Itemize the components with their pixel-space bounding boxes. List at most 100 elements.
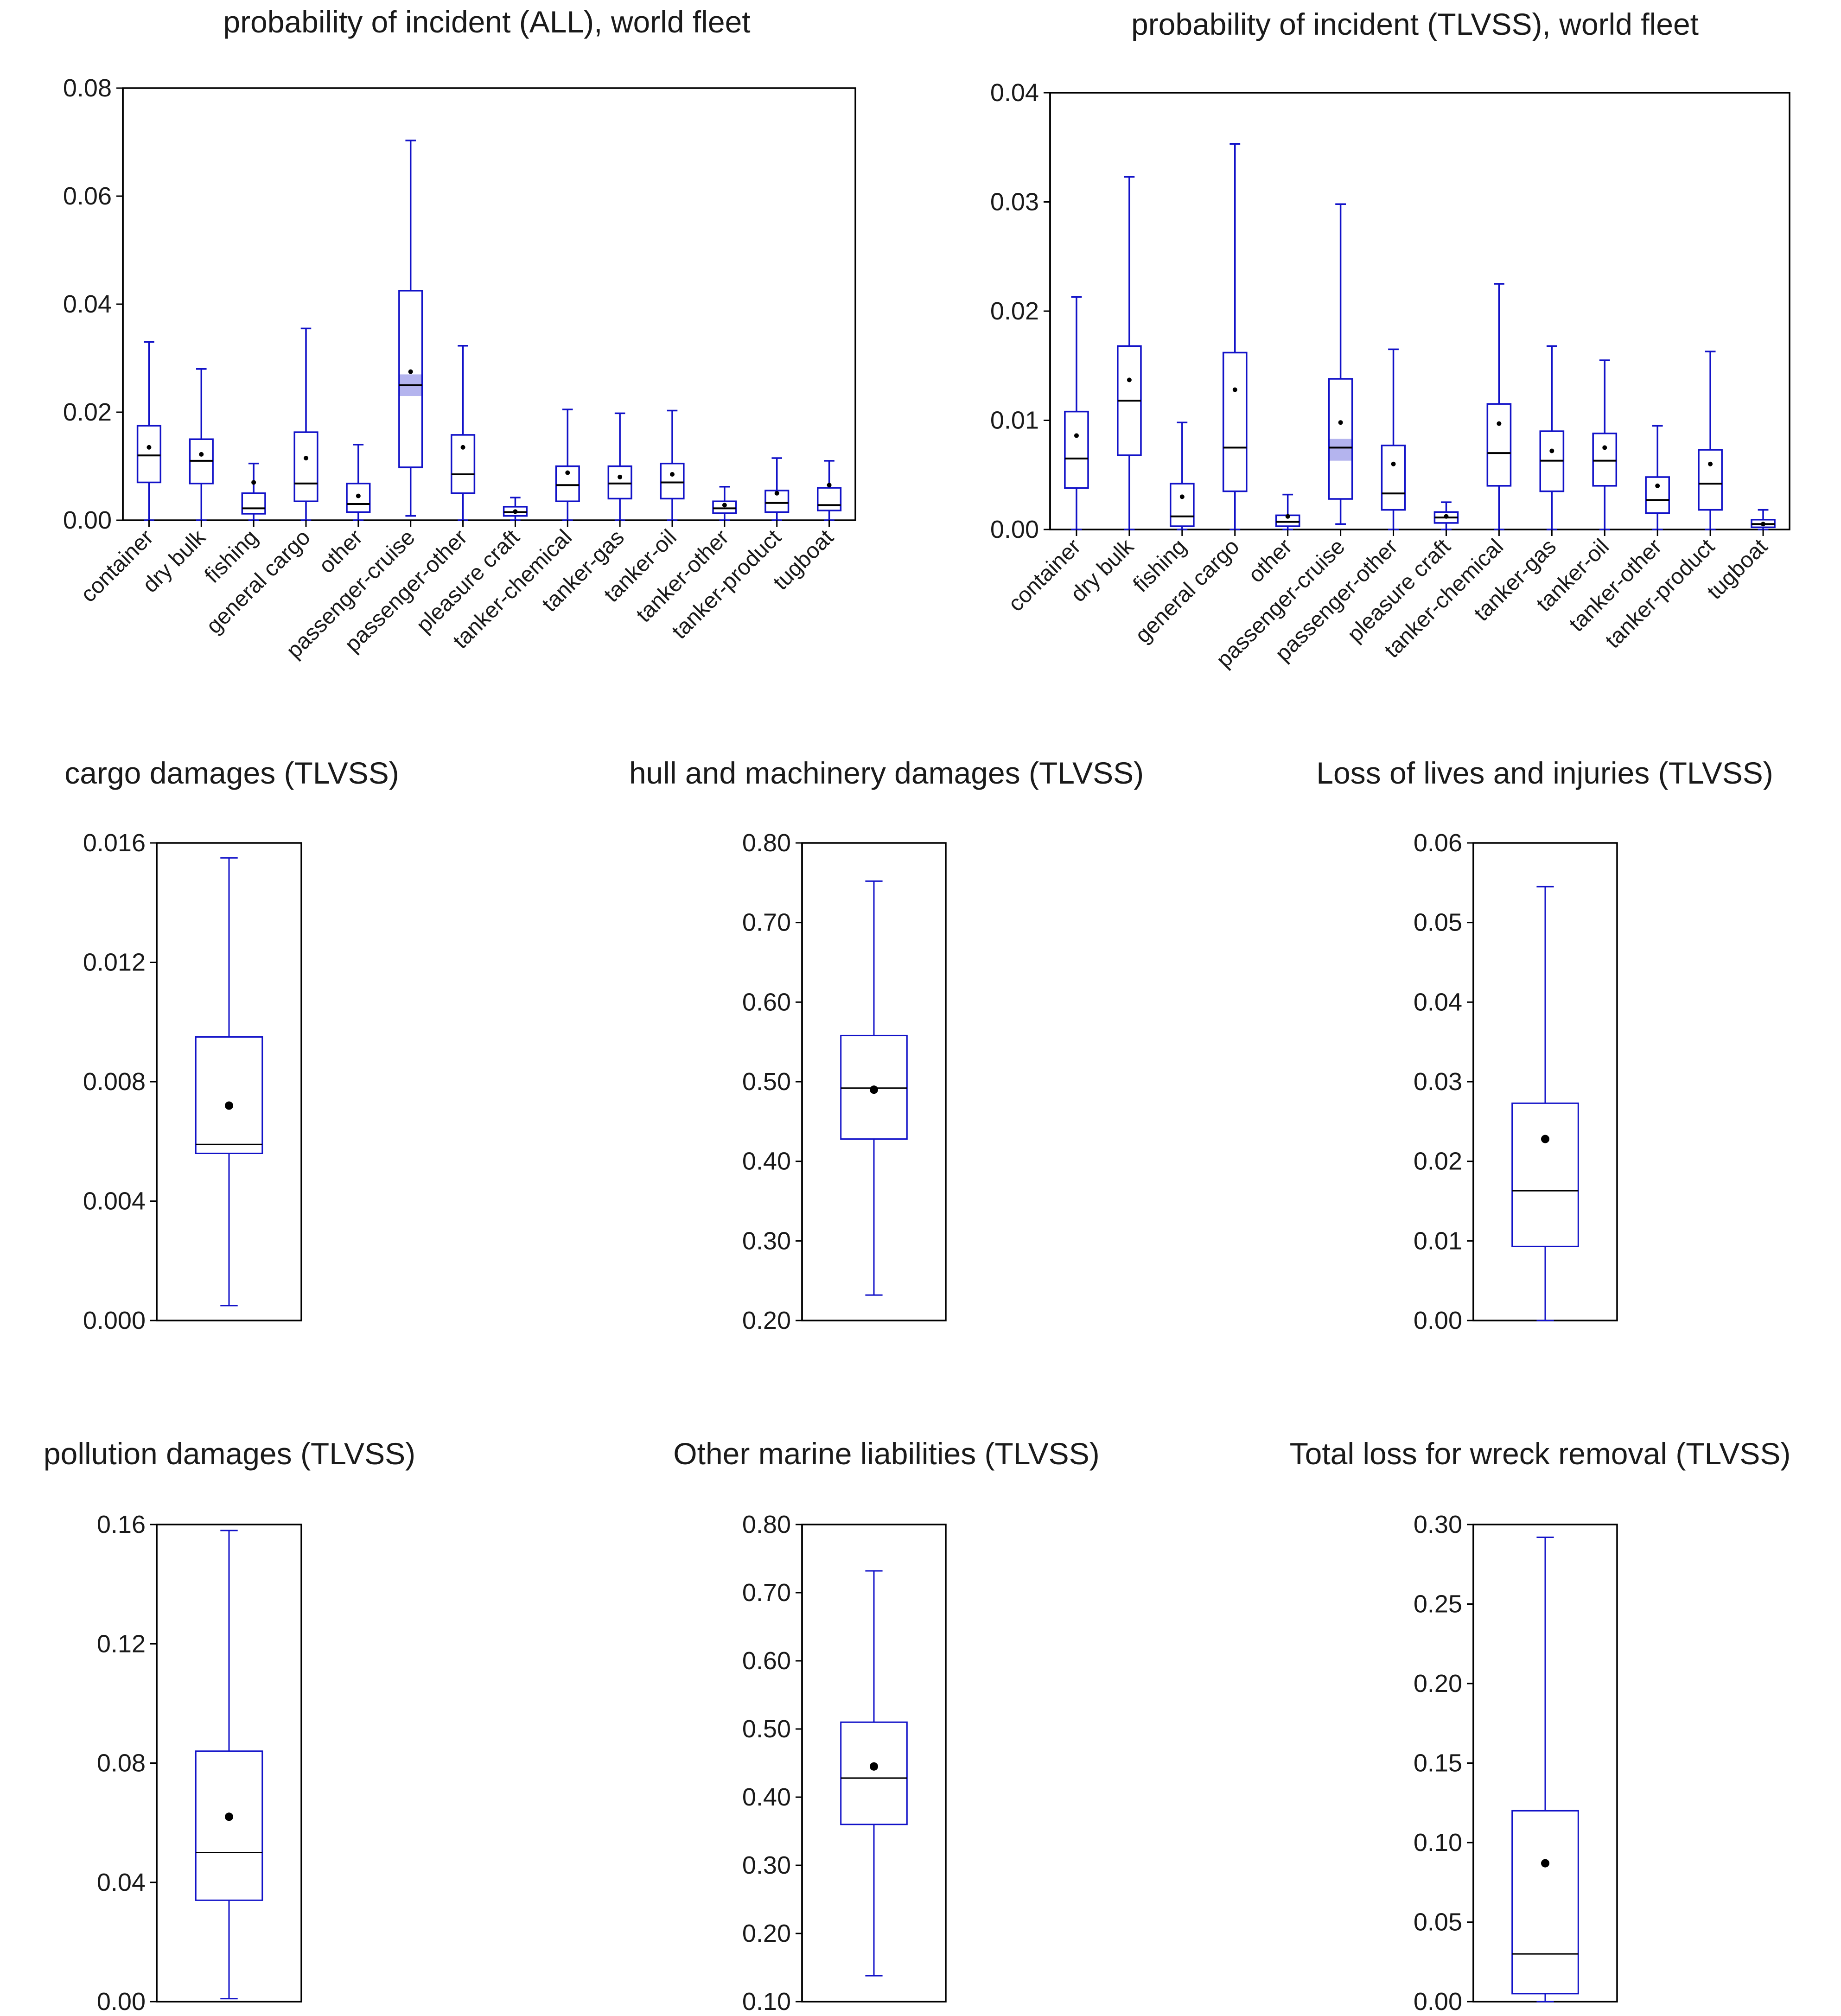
- box-container[interactable]: [1064, 296, 1089, 530]
- chart-4: hull and machinery damages (TLVSS) 0.20 0.…: [629, 756, 1144, 1334]
- chart-title: Loss of lives and injuries (TLVSS): [1316, 756, 1773, 790]
- y-tick-label: 0.50: [742, 1068, 791, 1096]
- y-tick-label: 0.15: [1414, 1749, 1462, 1777]
- iqr-box: [764, 490, 790, 513]
- mean-marker: [722, 503, 727, 508]
- box-other[interactable]: [1275, 493, 1300, 530]
- y-tick-label: 0.80: [742, 1511, 791, 1538]
- box-tanker-chemical[interactable]: [555, 408, 580, 521]
- y-tick-label: 0.60: [742, 988, 791, 1016]
- box-passenger-cruise[interactable]: [398, 140, 423, 517]
- iqr-box: [1222, 351, 1248, 492]
- box-general-cargo[interactable]: [293, 327, 319, 521]
- y-tick-label: 0.80: [742, 829, 791, 857]
- mean-marker: [513, 509, 518, 514]
- mean-marker: [1541, 1135, 1549, 1143]
- y-tick-label: 0.20: [742, 1307, 791, 1334]
- box-passenger-other[interactable]: [1381, 348, 1406, 530]
- y-tick-label: 0.008: [83, 1068, 146, 1096]
- mean-marker: [199, 452, 204, 457]
- box-hull-and-machinery-damages[interactable]: [840, 880, 908, 1296]
- mean-marker: [1127, 377, 1132, 383]
- box-general-cargo[interactable]: [1222, 143, 1248, 530]
- box-other[interactable]: [346, 444, 371, 521]
- chart-2: probability of incident (TLVSS), world f…: [990, 7, 1790, 672]
- y-tick-label: 0.01: [1414, 1227, 1462, 1255]
- chart-title: hull and machinery damages (TLVSS): [629, 756, 1144, 790]
- mean-marker: [1391, 461, 1396, 466]
- box-cargo-damages[interactable]: [195, 857, 263, 1307]
- iqr-box: [136, 425, 162, 484]
- mean-marker: [1708, 461, 1713, 466]
- x-tick-label: container: [76, 525, 158, 607]
- box-tugboat[interactable]: [816, 460, 842, 521]
- box-tanker-gas[interactable]: [1539, 345, 1565, 530]
- mean-marker: [225, 1101, 233, 1110]
- iqr-box: [1592, 433, 1618, 487]
- iqr-box: [660, 462, 685, 500]
- box-pleasure-craft[interactable]: [1433, 501, 1459, 530]
- y-tick-label: 0.40: [742, 1148, 791, 1175]
- box-tanker-oil[interactable]: [1592, 359, 1618, 530]
- mean-marker: [1497, 421, 1502, 426]
- y-tick-label: 0.10: [742, 1988, 791, 2016]
- y-tick-label: 0.00: [990, 516, 1039, 543]
- y-tick-label: 0.05: [1414, 1908, 1462, 1936]
- iqr-box: [293, 431, 319, 502]
- mean-marker: [1602, 445, 1607, 450]
- box-tanker-chemical[interactable]: [1486, 283, 1512, 530]
- mean-marker: [870, 1762, 878, 1771]
- mean-marker: [870, 1085, 878, 1094]
- box-pollution-damages[interactable]: [195, 1530, 263, 2000]
- iqr-box: [1381, 444, 1406, 511]
- y-tick-label: 0.04: [97, 1869, 146, 1896]
- box-dry-bulk[interactable]: [1117, 176, 1142, 530]
- iqr-box: [1698, 449, 1723, 511]
- mean-marker: [1761, 522, 1766, 527]
- iqr-box: [1064, 410, 1089, 489]
- y-tick-label: 0.06: [1414, 829, 1462, 857]
- box-container[interactable]: [136, 341, 162, 521]
- box-tugboat[interactable]: [1751, 509, 1776, 530]
- box-tanker-gas[interactable]: [607, 412, 632, 521]
- mean-marker: [1179, 494, 1185, 499]
- y-tick-label: 0.00: [1414, 1988, 1462, 2016]
- mean-marker: [565, 470, 570, 475]
- mean-marker: [147, 445, 152, 450]
- box-dry-bulk[interactable]: [189, 368, 214, 521]
- box-fishing[interactable]: [1170, 421, 1195, 530]
- box-tanker-other[interactable]: [712, 486, 737, 521]
- mean-marker: [1541, 1859, 1549, 1868]
- iqr-box: [840, 1034, 908, 1140]
- y-tick-label: 0.000: [83, 1307, 146, 1334]
- mean-marker: [774, 491, 779, 496]
- box-passenger-other[interactable]: [450, 345, 476, 521]
- y-tick-label: 0.012: [83, 949, 146, 976]
- chart-1: probability of incident (ALL), world fle…: [63, 5, 856, 663]
- mean-marker: [225, 1812, 233, 1821]
- iqr-box: [1645, 476, 1670, 514]
- y-tick-label: 0.12: [97, 1630, 146, 1658]
- y-tick-label: 0.10: [1414, 1829, 1462, 1857]
- mean-marker: [356, 493, 361, 498]
- chart-title: Total loss for wreck removal (TLVSS): [1290, 1436, 1791, 1471]
- mean-marker: [1444, 514, 1449, 519]
- box-tanker-other[interactable]: [1645, 425, 1670, 530]
- box-tanker-oil[interactable]: [660, 409, 685, 521]
- box-tanker-product[interactable]: [1698, 351, 1723, 530]
- box-loss-of-lives-and-injuries[interactable]: [1511, 886, 1579, 1321]
- box-pleasure-craft[interactable]: [503, 497, 528, 521]
- mean-marker: [1285, 514, 1290, 519]
- box-fishing[interactable]: [241, 462, 266, 521]
- iqr-box: [555, 465, 580, 502]
- box-total-loss-for-wreck-removal[interactable]: [1511, 1536, 1579, 2003]
- box-tanker-product[interactable]: [764, 457, 790, 521]
- iqr-box: [712, 500, 737, 514]
- y-tick-label: 0.02: [1414, 1148, 1462, 1175]
- x-tick-label: container: [1004, 534, 1086, 616]
- y-tick-label: 0.25: [1414, 1590, 1462, 1618]
- box-other-marine-liabilities[interactable]: [840, 1570, 908, 1977]
- y-tick-label: 0.03: [990, 188, 1039, 216]
- box-passenger-cruise[interactable]: [1328, 203, 1353, 525]
- mean-marker: [408, 369, 413, 374]
